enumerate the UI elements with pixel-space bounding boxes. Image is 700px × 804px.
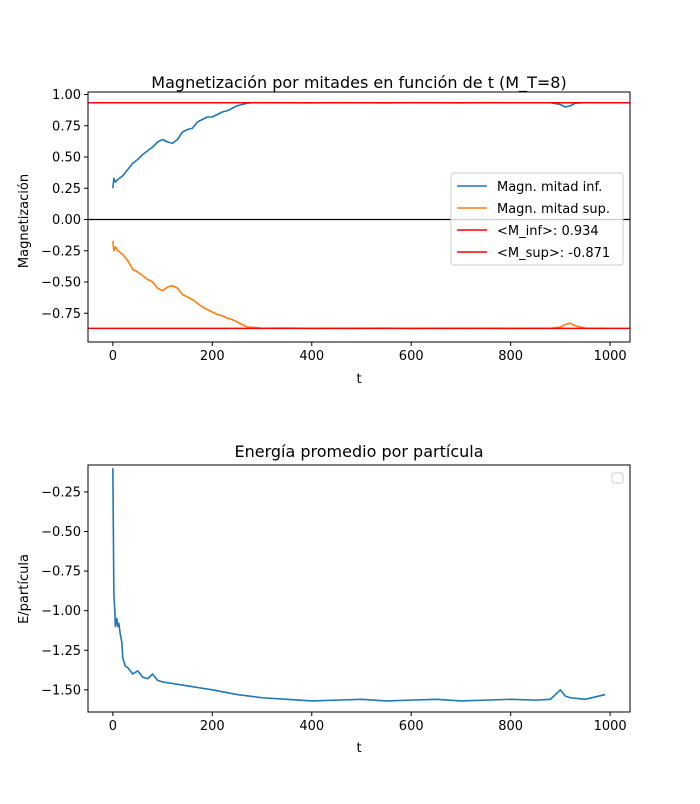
magnetization-ticks: 0 200 400 600 800 1000 1.00 0.75 0.50 0.25 0.00 −0.… [41,88,627,364]
x-tick-label: 800 [498,719,523,734]
y-tick-label: 0.25 [52,182,81,197]
magnetization-x-label: t [356,372,361,387]
energy-y-label: E/partícula [17,554,32,624]
y-tick-label: −0.25 [41,485,81,500]
magnetization-legend: Magn. mitad inf. Magn. mitad sup. <M_inf… [450,172,624,266]
legend-label-mean-inf: <M_inf>: 0.934 [497,224,599,239]
legend-label-upper-half: Magn. mitad sup. [497,202,610,217]
y-tick-label: 0.50 [52,151,81,166]
x-tick-label: 200 [200,719,225,734]
x-tick-label: 400 [299,349,324,364]
y-tick-label: −1.50 [41,683,81,698]
y-tick-label: 1.00 [52,88,81,103]
x-tick-label: 600 [399,719,424,734]
legend-label-lower-half: Magn. mitad inf. [497,180,602,195]
magnetization-subplot: Magnetización por mitades en función de … [17,73,631,387]
x-tick-label: 1000 [594,349,627,364]
magnetization-y-label: Magnetización [17,174,32,268]
x-tick-label: 0 [109,349,117,364]
y-tick-label: −1.25 [41,644,81,659]
energy-chart-title: Energía promedio por partícula [234,442,483,461]
y-tick-label: −0.50 [41,276,81,291]
magnetization-axes-frame [87,91,631,343]
energy-per-particle-line [112,468,606,702]
x-tick-label: 800 [498,349,523,364]
energy-plot-area [112,468,606,702]
magnetization-chart-title: Magnetización por mitades en función de … [151,73,566,93]
legend-box [450,172,624,266]
y-tick-label: −0.75 [41,565,81,580]
y-tick-label: −0.75 [41,307,81,322]
energy-ticks: 0 200 400 600 800 1000 −0.25 −0.50 −0.75 −1.00 −1.… [41,485,627,734]
energy-subplot: Energía promedio por partícula 0 200 400 60… [17,442,631,756]
y-tick-label: −0.50 [41,525,81,540]
legend-label-mean-sup: <M_sup>: -0.871 [497,246,610,261]
x-tick-label: 400 [299,719,324,734]
y-tick-label: −0.25 [41,244,81,259]
x-tick-label: 600 [399,349,424,364]
y-tick-label: 0.75 [52,119,81,134]
magnetization-plot-area [88,101,630,330]
x-tick-label: 1000 [594,719,627,734]
energy-axes-frame [87,464,631,713]
y-tick-label: 0.00 [52,213,81,228]
y-tick-label: −1.00 [41,604,81,619]
energy-empty-legend [611,472,624,484]
x-tick-label: 0 [109,719,117,734]
x-tick-label: 200 [200,349,225,364]
energy-x-label: t [356,741,361,756]
